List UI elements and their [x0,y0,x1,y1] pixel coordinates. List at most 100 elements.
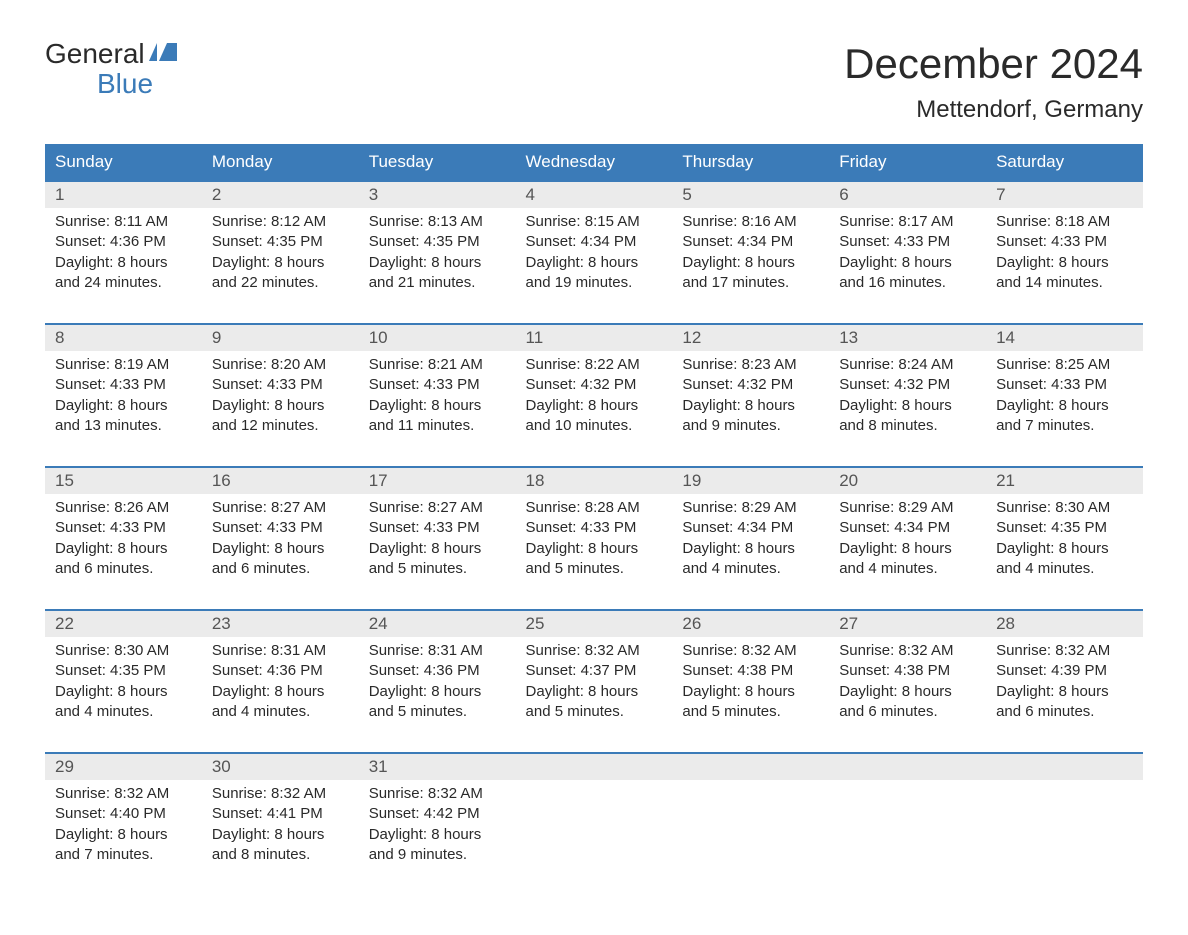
logo-text-blue: Blue [97,68,153,100]
day-content-cell: Sunrise: 8:30 AMSunset: 4:35 PMDaylight:… [45,637,202,753]
daylight-text-1: Daylight: 8 hours [682,253,819,273]
sunset-text: Sunset: 4:42 PM [369,804,506,824]
daylight-text-2: and 5 minutes. [526,702,663,722]
weekday-header: Saturday [986,144,1143,181]
day-content-row: Sunrise: 8:26 AMSunset: 4:33 PMDaylight:… [45,494,1143,610]
day-content-cell: Sunrise: 8:18 AMSunset: 4:33 PMDaylight:… [986,208,1143,324]
day-number: 24 [359,611,516,637]
sunrise-text: Sunrise: 8:30 AM [996,498,1133,518]
daylight-text-1: Daylight: 8 hours [839,253,976,273]
day-number: 23 [202,611,359,637]
sunrise-text: Sunrise: 8:18 AM [996,212,1133,232]
day-content-cell: Sunrise: 8:21 AMSunset: 4:33 PMDaylight:… [359,351,516,467]
day-content-cell: Sunrise: 8:26 AMSunset: 4:33 PMDaylight:… [45,494,202,610]
sunset-text: Sunset: 4:40 PM [55,804,192,824]
daylight-text-2: and 9 minutes. [682,416,819,436]
day-content-cell: Sunrise: 8:13 AMSunset: 4:35 PMDaylight:… [359,208,516,324]
sunset-text: Sunset: 4:34 PM [526,232,663,252]
sunset-text: Sunset: 4:38 PM [682,661,819,681]
day-content-cell: Sunrise: 8:12 AMSunset: 4:35 PMDaylight:… [202,208,359,324]
daylight-text-2: and 5 minutes. [526,559,663,579]
day-number-row: 15161718192021 [45,467,1143,494]
daylight-text-1: Daylight: 8 hours [212,539,349,559]
sunrise-text: Sunrise: 8:19 AM [55,355,192,375]
daylight-text-2: and 12 minutes. [212,416,349,436]
header: General Blue December 2024 Mettendorf, G… [45,40,1143,124]
sunrise-text: Sunrise: 8:32 AM [839,641,976,661]
day-number: 31 [359,754,516,780]
day-content-row: Sunrise: 8:11 AMSunset: 4:36 PM Daylight:… [45,208,1143,324]
day-content-cell: Sunrise: 8:28 AMSunset: 4:33 PMDaylight:… [516,494,673,610]
day-content-cell: Sunrise: 8:17 AMSunset: 4:33 PMDaylight:… [829,208,986,324]
day-content-cell: Sunrise: 8:29 AMSunset: 4:34 PMDaylight:… [829,494,986,610]
day-content: Sunrise: 8:29 AMSunset: 4:34 PMDaylight:… [672,494,829,609]
day-number-cell: 1 [45,181,202,208]
sunrise-text: Sunrise: 8:27 AM [212,498,349,518]
sunset-text: Sunset: 4:33 PM [839,232,976,252]
daylight-text-2: and 24 minutes. [55,273,192,293]
sunrise-text: Sunrise: 8:30 AM [55,641,192,661]
sunset-text: Sunset: 4:32 PM [682,375,819,395]
day-number: 11 [516,325,673,351]
day-number: 30 [202,754,359,780]
daylight-text-2: and 21 minutes. [369,273,506,293]
day-content: Sunrise: 8:32 AMSunset: 4:41 PMDaylight:… [202,780,359,895]
day-number: 13 [829,325,986,351]
sunrise-text: Sunrise: 8:32 AM [526,641,663,661]
sunrise-text: Sunrise: 8:12 AM [212,212,349,232]
day-content: Sunrise: 8:25 AMSunset: 4:33 PMDaylight:… [986,351,1143,466]
sunrise-text: Sunrise: 8:20 AM [212,355,349,375]
day-number-cell: 9 [202,324,359,351]
day-content: Sunrise: 8:32 AMSunset: 4:42 PMDaylight:… [359,780,516,895]
day-number-cell: 31 [359,753,516,780]
daylight-text-1: Daylight: 8 hours [682,539,819,559]
daylight-text-2: and 6 minutes. [839,702,976,722]
weekday-header: Monday [202,144,359,181]
day-content: Sunrise: 8:17 AMSunset: 4:33 PMDaylight:… [829,208,986,323]
day-number: 10 [359,325,516,351]
day-number: 26 [672,611,829,637]
day-number-cell [829,753,986,780]
day-number-cell [516,753,673,780]
daylight-text-2: and 8 minutes. [212,845,349,865]
day-number-cell: 21 [986,467,1143,494]
sunrise-text: Sunrise: 8:32 AM [55,784,192,804]
logo-general-row: General [45,40,177,68]
day-content: Sunrise: 8:13 AMSunset: 4:35 PMDaylight:… [359,208,516,323]
sunset-text: Sunset: 4:38 PM [839,661,976,681]
day-number-cell [986,753,1143,780]
daylight-text-2: and 4 minutes. [55,702,192,722]
day-content: Sunrise: 8:22 AMSunset: 4:32 PMDaylight:… [516,351,673,466]
day-number-row: 22232425262728 [45,610,1143,637]
day-content: Sunrise: 8:20 AMSunset: 4:33 PMDaylight:… [202,351,359,466]
sunset-text: Sunset: 4:36 PM [55,232,192,252]
daylight-text-1: Daylight: 8 hours [839,539,976,559]
sunset-text: Sunset: 4:33 PM [369,375,506,395]
sunrise-text: Sunrise: 8:11 AM [55,212,192,232]
day-number-cell: 4 [516,181,673,208]
day-content-cell: Sunrise: 8:31 AMSunset: 4:36 PMDaylight:… [359,637,516,753]
day-content-cell: Sunrise: 8:11 AMSunset: 4:36 PMDaylight:… [45,208,202,324]
day-content: Sunrise: 8:28 AMSunset: 4:33 PMDaylight:… [516,494,673,609]
daylight-text-2: and 9 minutes. [369,845,506,865]
daylight-text-1: Daylight: 8 hours [55,396,192,416]
sunset-text: Sunset: 4:33 PM [996,375,1133,395]
daylight-text-2: and 19 minutes. [526,273,663,293]
sunrise-text: Sunrise: 8:23 AM [682,355,819,375]
daylight-text-2: and 22 minutes. [212,273,349,293]
weekday-header: Friday [829,144,986,181]
day-number: 15 [45,468,202,494]
day-content-cell: Sunrise: 8:22 AMSunset: 4:32 PMDaylight:… [516,351,673,467]
daylight-text-1: Daylight: 8 hours [682,682,819,702]
daylight-text-2: and 5 minutes. [369,702,506,722]
month-title: December 2024 [844,40,1143,88]
day-content-cell: Sunrise: 8:19 AMSunset: 4:33 PMDaylight:… [45,351,202,467]
day-content: Sunrise: 8:32 AMSunset: 4:40 PMDaylight:… [45,780,202,895]
day-number: 8 [45,325,202,351]
daylight-text-2: and 10 minutes. [526,416,663,436]
day-content-cell: Sunrise: 8:25 AMSunset: 4:33 PMDaylight:… [986,351,1143,467]
sunrise-text: Sunrise: 8:16 AM [682,212,819,232]
daylight-text-1: Daylight: 8 hours [682,396,819,416]
daylight-text-2: and 4 minutes. [839,559,976,579]
day-content: Sunrise: 8:32 AMSunset: 4:39 PMDaylight:… [986,637,1143,752]
